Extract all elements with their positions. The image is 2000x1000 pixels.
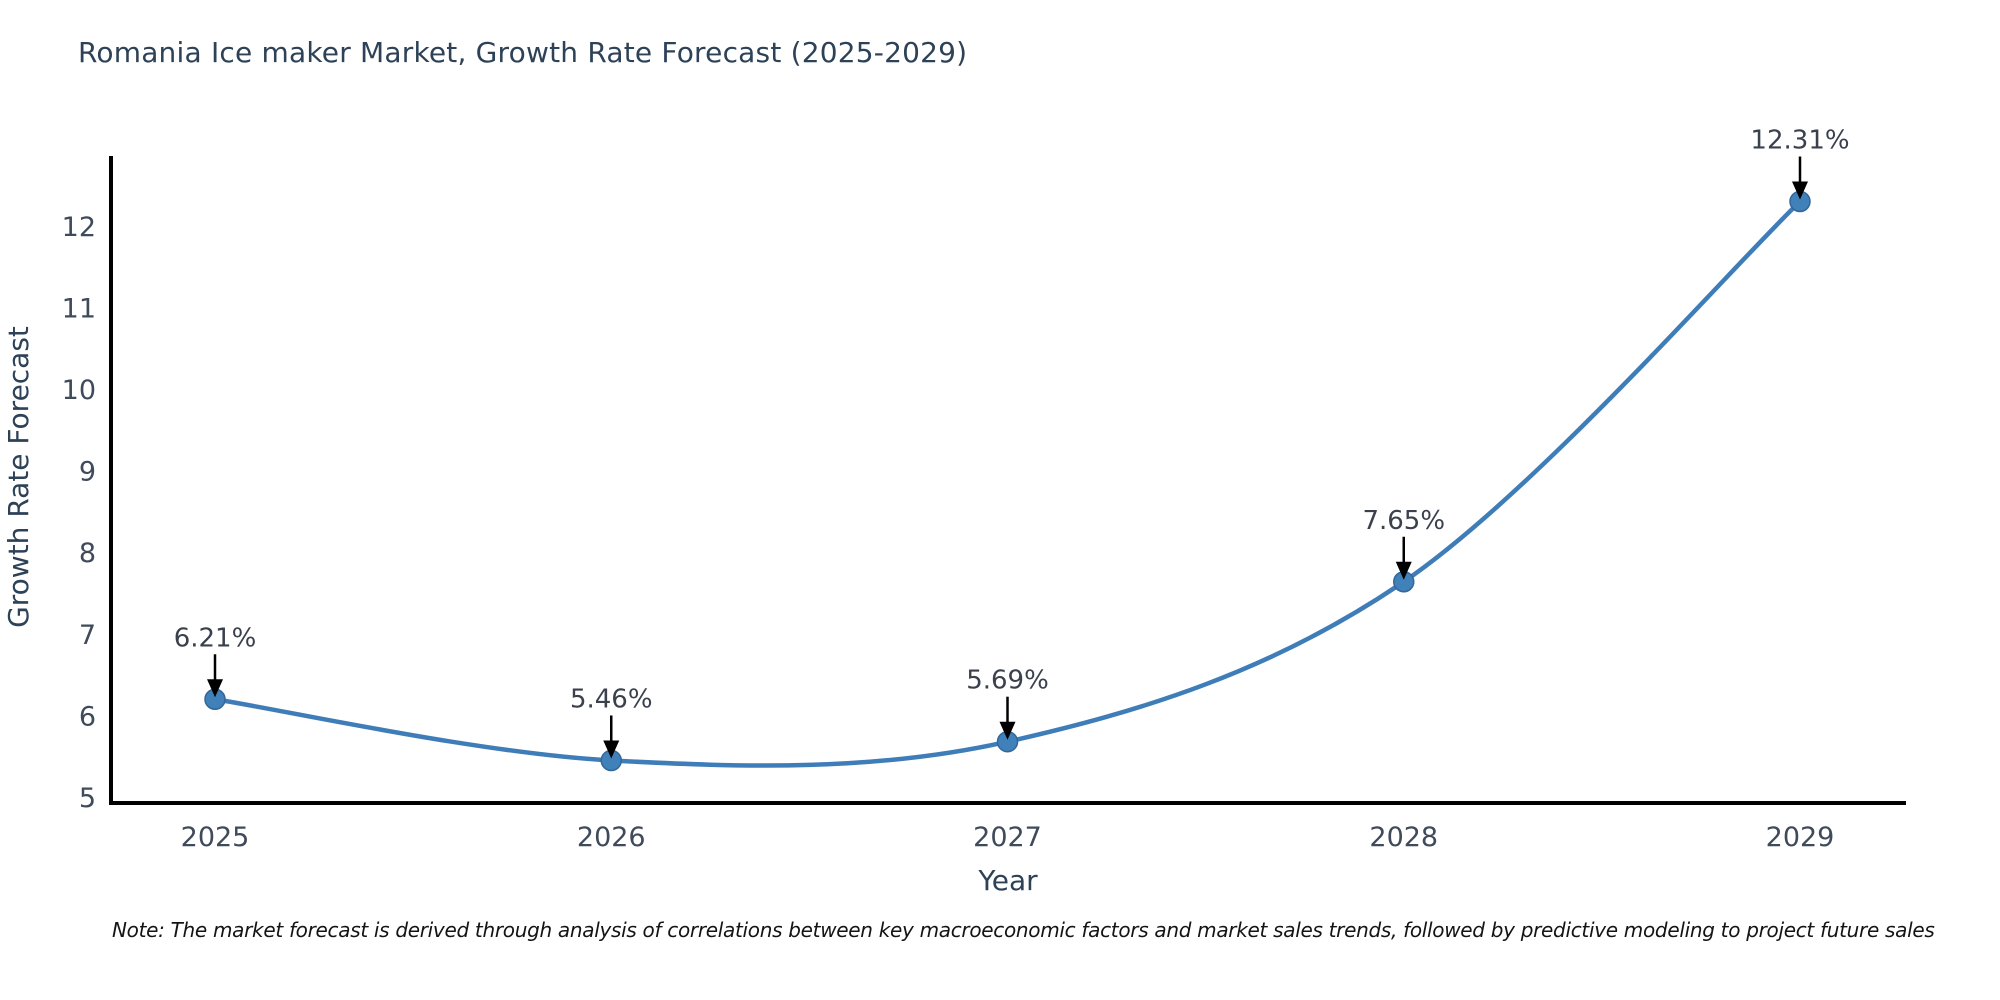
- x-tick-label: 2025: [181, 822, 250, 853]
- annotation-arrowhead: [207, 679, 223, 698]
- y-axis-title: Growth Rate Forecast: [2, 326, 35, 628]
- y-tick-label: 11: [62, 293, 96, 324]
- chart-title: Romania Ice maker Market, Growth Rate Fo…: [78, 36, 968, 69]
- y-tick-label: 12: [62, 212, 96, 243]
- annotation-arrowhead: [999, 721, 1016, 740]
- y-tick-label: 10: [62, 375, 96, 406]
- y-tick-label: 7: [79, 620, 96, 651]
- annotation-arrowhead: [1395, 561, 1412, 580]
- x-tick-label: 2029: [1766, 822, 1835, 853]
- annotation-arrowhead: [1792, 181, 1808, 200]
- data-point-label: 5.46%: [570, 684, 653, 714]
- data-point-label: 5.69%: [966, 666, 1049, 696]
- series-line: [212, 199, 1803, 768]
- x-tick-label: 2027: [973, 822, 1042, 853]
- y-tick-label: 8: [79, 538, 96, 569]
- x-tick-label: 2026: [577, 822, 646, 853]
- y-tick-label: 5: [79, 783, 96, 814]
- y-tick-label: 9: [79, 457, 96, 488]
- x-axis-title: Year: [977, 864, 1038, 897]
- x-tick-label: 2028: [1369, 822, 1438, 853]
- annotation-arrowhead: [603, 740, 620, 759]
- data-point-label: 7.65%: [1362, 506, 1445, 536]
- y-tick-label: 6: [79, 701, 96, 732]
- data-point-label: 12.31%: [1750, 126, 1849, 156]
- data-point-label: 6.21%: [174, 623, 257, 653]
- footnote: Note: The market forecast is derived thr…: [112, 918, 1935, 942]
